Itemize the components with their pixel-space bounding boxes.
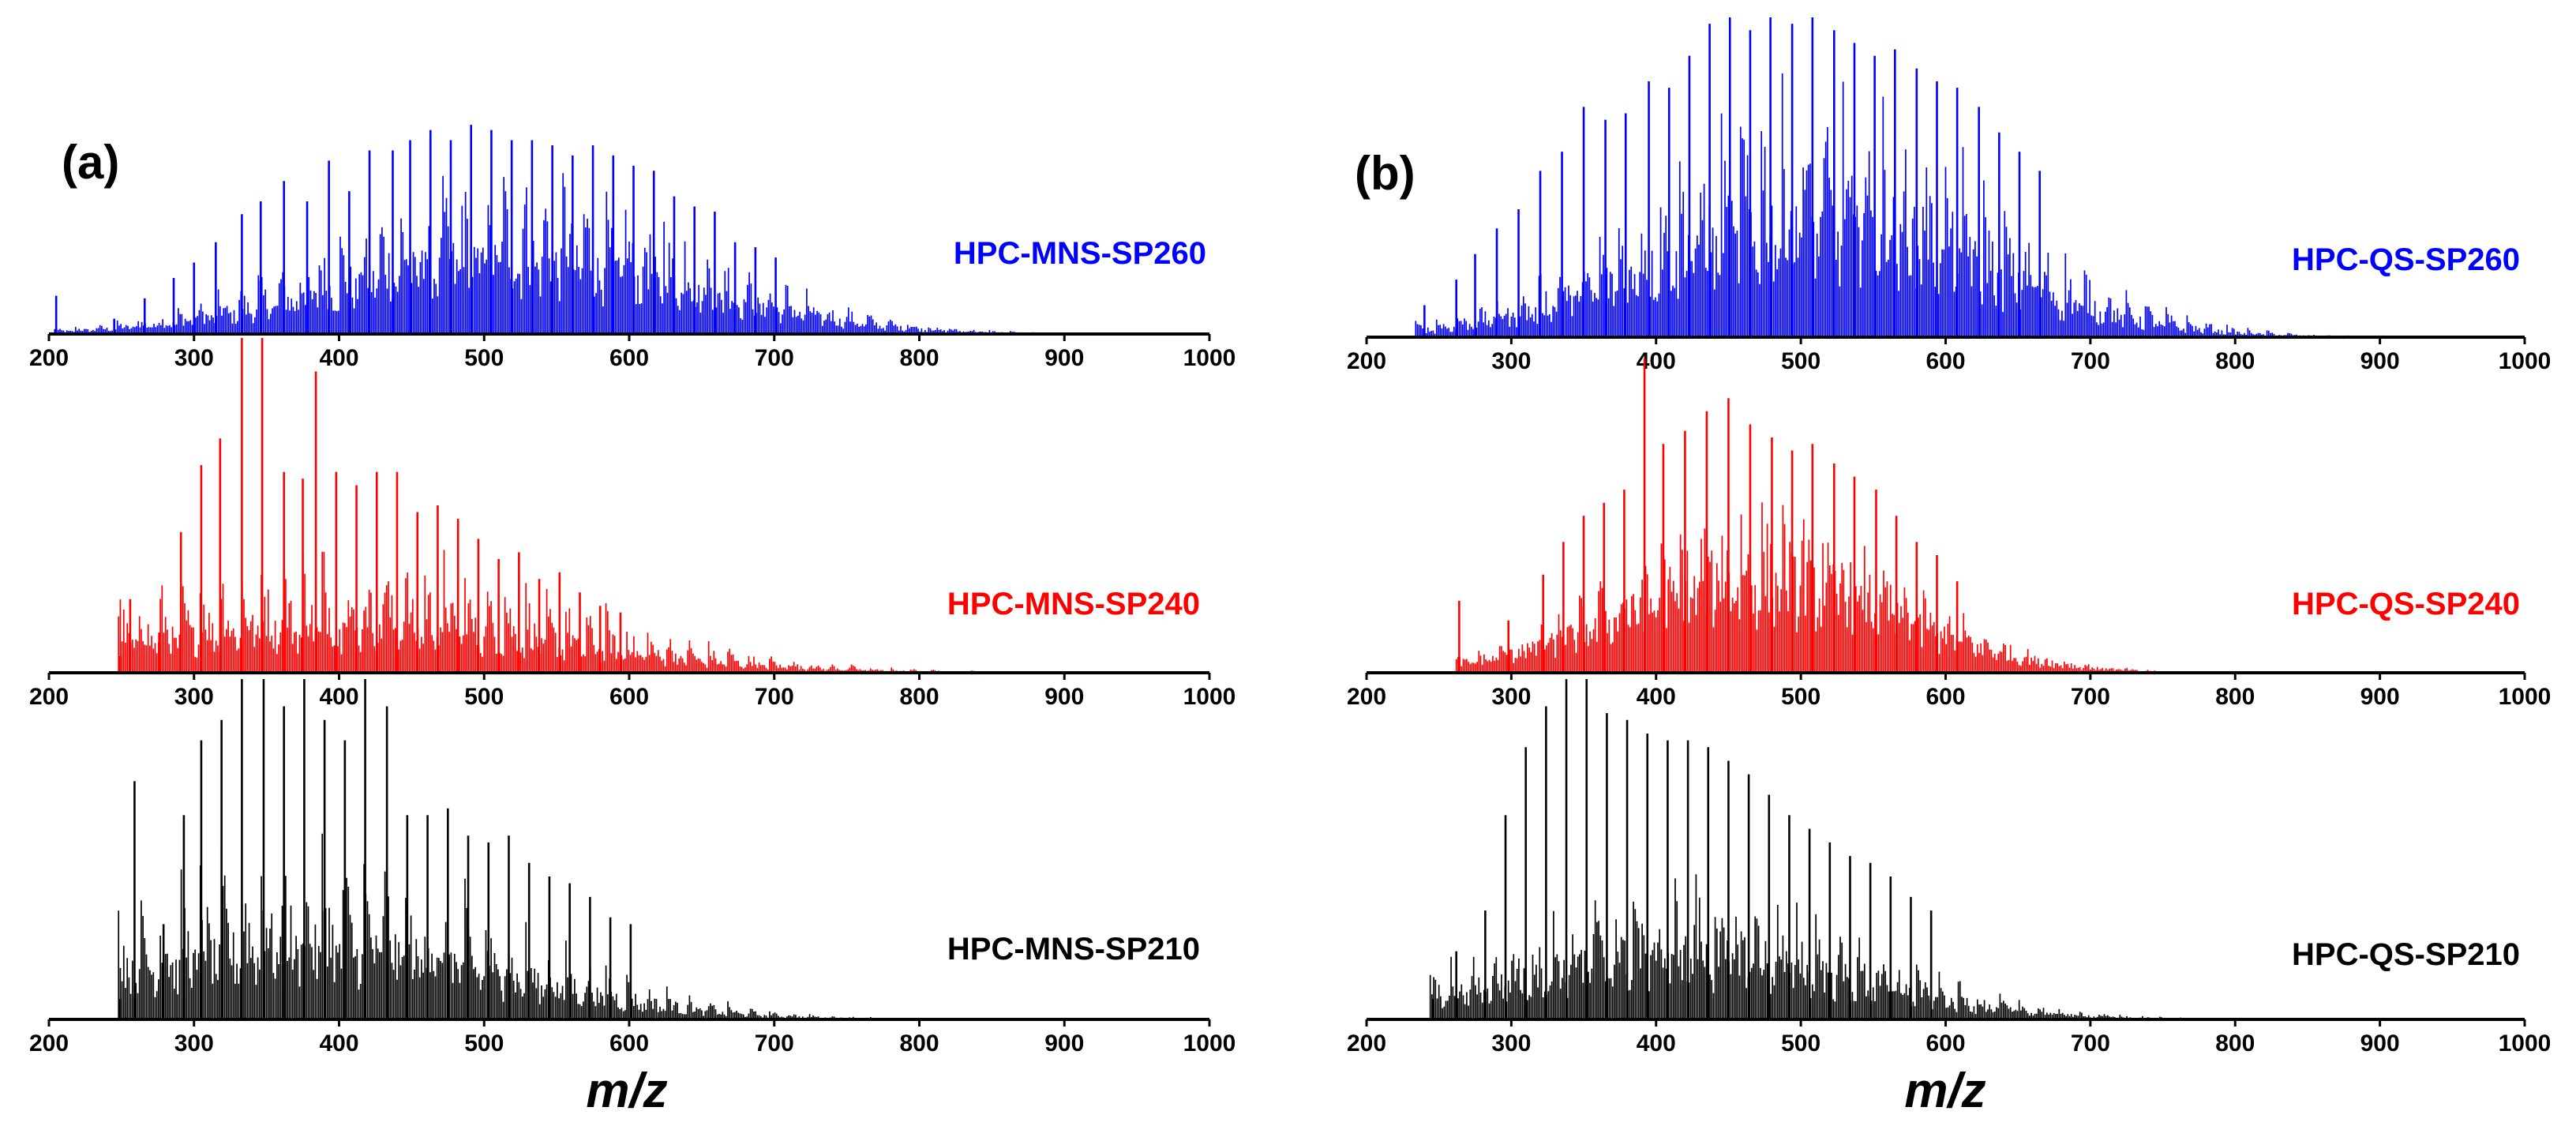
x-axis-title-a: m/z bbox=[586, 1064, 667, 1118]
x-tick-label: 1000 bbox=[2499, 1030, 2552, 1057]
x-tick-label: 300 bbox=[174, 345, 214, 371]
x-tick-label: 200 bbox=[1347, 684, 1386, 710]
trace-a-bottom: 200 300 400 500 600 700 800 900 1000 HPC-MNS-SP2… bbox=[29, 679, 1236, 1057]
x-tick-label: 300 bbox=[1491, 684, 1531, 710]
x-tick-label: 1000 bbox=[1183, 1030, 1236, 1057]
trace-b-middle: 200 300 400 500 600 700 800 900 1000 HPC-QS-SP24… bbox=[1347, 358, 2551, 710]
x-tick-label: 400 bbox=[1637, 348, 1676, 374]
x-tick-label: 200 bbox=[29, 1030, 69, 1057]
x-tick-label: 200 bbox=[1347, 1030, 1386, 1057]
x-tick-label: 600 bbox=[609, 684, 649, 710]
x-tick-label: 500 bbox=[1781, 1030, 1820, 1057]
x-tick-label: 600 bbox=[1925, 684, 1965, 710]
peak-cluster-background bbox=[118, 833, 877, 1019]
x-tick-label: 700 bbox=[2071, 1030, 2110, 1057]
x-tick-label: 700 bbox=[755, 345, 794, 371]
panel-a: (a) 200 300 400 500 600 700 800 900 1000 HPC-MNS… bbox=[29, 125, 1236, 1118]
x-tick-label: 1000 bbox=[2499, 684, 2552, 710]
trace-a-bottom-peaks bbox=[118, 679, 877, 1019]
x-tick-label: 600 bbox=[1925, 348, 1965, 374]
x-tick-label: 400 bbox=[1637, 684, 1676, 710]
trace-b-bottom: 200 300 400 500 600 700 800 900 1000 HPC-QS-SP21… bbox=[1347, 679, 2551, 1057]
x-tick-label: 500 bbox=[1781, 348, 1820, 374]
x-tick-label: 900 bbox=[2360, 684, 2400, 710]
x-ticks-b-top: 200 300 400 500 600 700 800 900 1000 bbox=[1347, 337, 2551, 374]
peak-cluster-background bbox=[54, 173, 1055, 334]
x-tick-label: 400 bbox=[1637, 1030, 1676, 1057]
trace-a-top-peaks bbox=[54, 125, 1055, 334]
x-tick-label: 300 bbox=[1491, 1030, 1531, 1057]
x-tick-label: 1000 bbox=[2499, 348, 2552, 374]
trace-label-b-middle: HPC-QS-SP240 bbox=[2292, 587, 2520, 621]
x-tick-label: 300 bbox=[174, 1030, 214, 1057]
x-tick-label: 1000 bbox=[1183, 684, 1236, 710]
trace-a-middle: 200 300 400 500 600 700 800 900 1000 HPC-MNS-SP2… bbox=[29, 338, 1236, 710]
x-tick-label: 800 bbox=[2215, 684, 2255, 710]
x-ticks-a-top: 200 300 400 500 600 700 800 900 1000 bbox=[29, 334, 1236, 371]
trace-label-a-middle: HPC-MNS-SP240 bbox=[947, 587, 1200, 621]
x-ticks-b-bottom: 200 300 400 500 600 700 800 900 1000 bbox=[1347, 1019, 2551, 1057]
x-tick-label: 400 bbox=[319, 1030, 358, 1057]
trace-label-b-bottom: HPC-QS-SP210 bbox=[2292, 937, 2520, 972]
x-tick-label: 600 bbox=[1925, 1030, 1965, 1057]
trace-label-a-bottom: HPC-MNS-SP210 bbox=[947, 932, 1200, 966]
x-tick-label: 800 bbox=[899, 684, 939, 710]
x-tick-label: 800 bbox=[899, 345, 939, 371]
trace-label-a-top: HPC-MNS-SP260 bbox=[954, 236, 1206, 271]
x-tick-label: 700 bbox=[2071, 684, 2110, 710]
x-tick-label: 1000 bbox=[1183, 345, 1236, 371]
x-tick-label: 900 bbox=[1044, 684, 1084, 710]
x-tick-label: 400 bbox=[319, 345, 358, 371]
x-tick-label: 200 bbox=[29, 345, 69, 371]
x-ticks-a-middle: 200 300 400 500 600 700 800 900 1000 bbox=[29, 673, 1236, 710]
trace-b-top-peaks bbox=[1415, 17, 2349, 337]
x-tick-label: 700 bbox=[2071, 348, 2110, 374]
x-tick-label: 500 bbox=[464, 684, 504, 710]
x-tick-label: 500 bbox=[464, 1030, 504, 1057]
x-tick-label: 900 bbox=[1044, 345, 1084, 371]
x-axis-title-b: m/z bbox=[1904, 1064, 1985, 1118]
x-tick-label: 900 bbox=[1044, 1030, 1084, 1057]
x-tick-label: 900 bbox=[2360, 1030, 2400, 1057]
x-tick-label: 600 bbox=[609, 345, 649, 371]
panel-b-letter: (b) bbox=[1355, 147, 1415, 200]
x-tick-label: 500 bbox=[464, 345, 504, 371]
x-tick-label: 900 bbox=[2360, 348, 2400, 374]
x-tick-label: 200 bbox=[1347, 348, 1386, 374]
x-tick-label: 800 bbox=[2215, 1030, 2255, 1057]
trace-label-b-top: HPC-QS-SP260 bbox=[2292, 242, 2520, 277]
x-tick-label: 400 bbox=[319, 684, 358, 710]
x-tick-label: 300 bbox=[174, 684, 214, 710]
x-tick-label: 200 bbox=[29, 684, 69, 710]
peak-cluster-background bbox=[1455, 502, 2171, 673]
trace-b-top: 200 300 400 500 600 700 800 900 1000 HPC-QS-SP26… bbox=[1347, 17, 2551, 374]
x-tick-label: 700 bbox=[755, 684, 794, 710]
panel-a-letter: (a) bbox=[62, 136, 119, 189]
trace-b-bottom-peaks bbox=[1429, 679, 2182, 1019]
x-tick-label: 700 bbox=[755, 1030, 794, 1057]
x-tick-label: 500 bbox=[1781, 684, 1820, 710]
panel-b: (b) 200 300 400 500 600 700 800 900 1000 HPC-QS-… bbox=[1347, 17, 2551, 1118]
trace-b-middle-peaks bbox=[1455, 358, 2171, 673]
x-ticks-a-bottom: 200 300 400 500 600 700 800 900 1000 bbox=[29, 1019, 1236, 1057]
trace-a-middle-peaks bbox=[118, 338, 976, 673]
trace-a-top: 200 300 400 500 600 700 800 900 1000 HPC-MNS-SP2… bbox=[29, 125, 1236, 371]
x-tick-label: 600 bbox=[609, 1030, 649, 1057]
x-ticks-b-middle: 200 300 400 500 600 700 800 900 1000 bbox=[1347, 673, 2551, 710]
x-tick-label: 800 bbox=[899, 1030, 939, 1057]
x-tick-label: 300 bbox=[1491, 348, 1531, 374]
x-tick-label: 800 bbox=[2215, 348, 2255, 374]
